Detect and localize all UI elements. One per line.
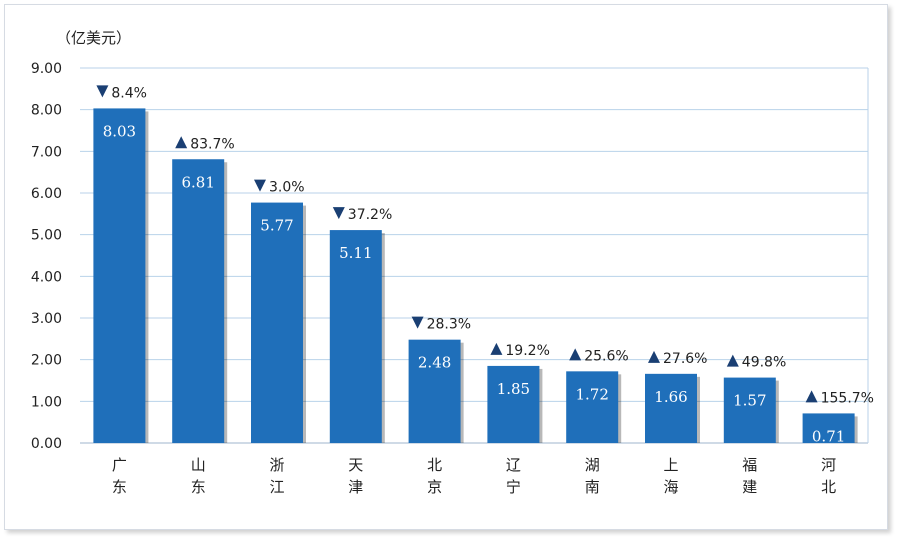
up-triangle-icon — [805, 390, 818, 403]
change-label: 27.6% — [663, 351, 707, 367]
y-tick-label: 1.00 — [31, 394, 62, 410]
x-category-label: 津 — [348, 478, 363, 496]
bar — [408, 339, 461, 443]
x-category-label: 南 — [585, 478, 600, 496]
y-tick-label: 0.00 — [31, 436, 62, 452]
bar-value-label: 5.11 — [339, 244, 372, 262]
up-triangle-icon — [490, 342, 503, 355]
x-category-label: 上 — [663, 456, 678, 474]
y-tick-label: 6.00 — [31, 186, 62, 202]
bar — [172, 159, 225, 443]
change-label: 155.7% — [821, 390, 874, 406]
up-triangle-icon — [175, 136, 188, 149]
change-label: 49.8% — [742, 355, 786, 371]
y-tick-label: 2.00 — [31, 353, 62, 369]
bar — [487, 365, 540, 443]
bar-value-label: 1.66 — [654, 388, 687, 406]
y-axis: 0.00 1.00 2.00 3.00 4.00 5.00 6.00 7.00 8.00 9.00 — [31, 61, 62, 452]
y-tick-label: 9.00 — [31, 61, 62, 77]
x-category-label: 浙 — [269, 456, 284, 474]
bar-value-label: 2.48 — [418, 354, 451, 372]
up-triangle-icon — [726, 354, 739, 367]
bar-value-label: 1.72 — [575, 385, 608, 403]
y-tick-label: 5.00 — [31, 228, 62, 244]
up-triangle-icon — [648, 350, 660, 363]
bar — [329, 230, 382, 443]
x-category-label: 北 — [821, 478, 836, 496]
change-label: 28.3% — [427, 317, 471, 333]
x-category-label: 天 — [348, 456, 363, 474]
x-category-label: 湖 — [585, 456, 600, 474]
change-label: 37.2% — [348, 207, 392, 223]
bar-value-label: 0.71 — [812, 427, 845, 445]
y-tick-label: 4.00 — [31, 269, 62, 285]
down-triangle-icon — [332, 207, 345, 220]
x-category-label: 辽 — [506, 456, 521, 474]
change-label: 3.0% — [269, 180, 305, 196]
x-category-label: 东 — [191, 478, 206, 496]
x-category-label: 河 — [821, 456, 836, 474]
bar — [251, 202, 303, 443]
up-triangle-icon — [569, 348, 582, 361]
x-category-label: 京 — [427, 478, 442, 496]
change-label: 83.7% — [190, 136, 234, 152]
change-label: 8.4% — [111, 85, 147, 101]
bar-value-label: 1.85 — [497, 380, 530, 398]
bars: 8.03 8.4% 6.81 83.7% 5.77 3.0% 5.11 37.2% 2.48 28… — [93, 85, 874, 445]
x-category-label: 广 — [112, 456, 127, 474]
unit-label: （亿美元） — [56, 29, 131, 47]
bar-value-label: 8.03 — [103, 122, 136, 140]
bar — [645, 373, 697, 443]
down-triangle-icon — [96, 85, 109, 98]
x-category-label: 北 — [427, 456, 442, 474]
x-category-label: 江 — [269, 478, 284, 496]
bar — [802, 413, 855, 443]
change-label: 25.6% — [584, 348, 628, 364]
x-category-label: 山 — [191, 456, 206, 474]
x-category-label: 海 — [663, 478, 678, 496]
bar — [93, 108, 146, 444]
y-tick-label: 7.00 — [31, 144, 62, 160]
x-category-label: 福 — [742, 456, 757, 474]
x-category-label: 东 — [112, 478, 127, 496]
y-tick-label: 8.00 — [31, 103, 62, 119]
down-triangle-icon — [254, 179, 266, 192]
bar-value-label: 6.81 — [181, 173, 214, 191]
y-tick-label: 3.00 — [31, 311, 62, 327]
down-triangle-icon — [411, 316, 424, 329]
x-category-label: 建 — [742, 478, 757, 496]
x-category-label: 宁 — [506, 478, 521, 496]
bar — [566, 371, 619, 443]
change-label: 19.2% — [505, 343, 549, 359]
bar — [723, 377, 776, 443]
bar-value-label: 5.77 — [260, 217, 293, 235]
bar-value-label: 1.57 — [733, 392, 766, 410]
